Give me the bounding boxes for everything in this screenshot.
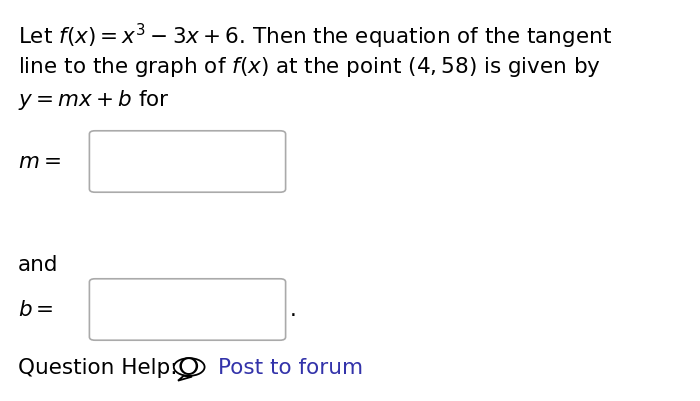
Text: $b =$: $b =$ [18,299,54,319]
Text: Let $f(x) = x^3 - 3x + 6$. Then the equation of the tangent: Let $f(x) = x^3 - 3x + 6$. Then the equa… [18,22,612,51]
Text: $m =$: $m =$ [18,152,61,172]
FancyBboxPatch shape [90,279,286,340]
FancyBboxPatch shape [90,132,286,193]
Text: .: . [290,299,297,319]
Text: ⵔ: ⵔ [178,355,200,379]
Text: $y = mx + b$ for: $y = mx + b$ for [18,88,170,112]
Text: Post to forum: Post to forum [218,357,363,377]
Text: and: and [18,254,59,274]
Text: line to the graph of $f(x)$ at the point $(4, 58)$ is given by: line to the graph of $f(x)$ at the point… [18,55,601,79]
Text: Question Help:: Question Help: [18,357,191,377]
